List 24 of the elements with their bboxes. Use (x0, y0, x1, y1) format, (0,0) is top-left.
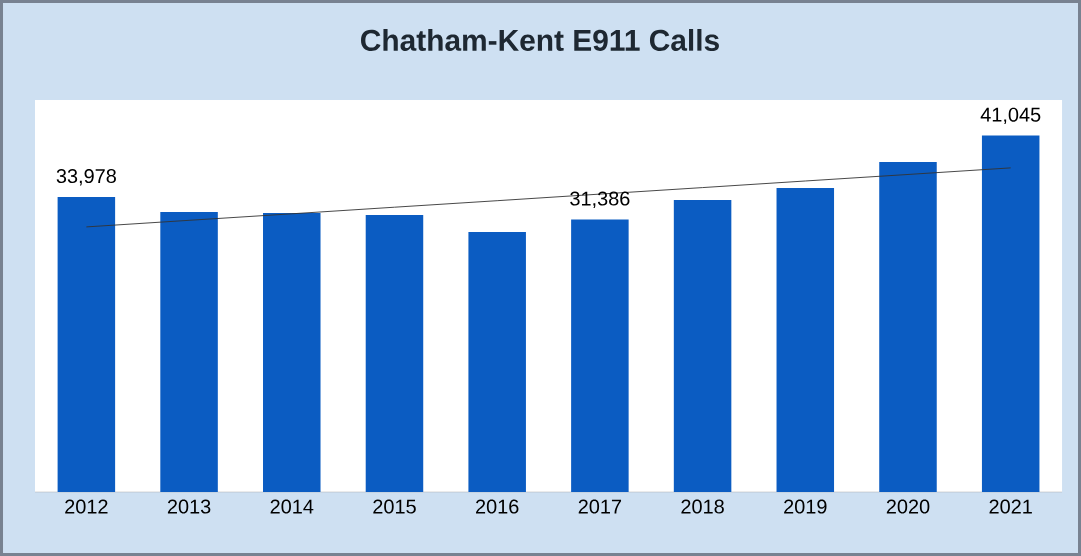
x-tick-label: 2019 (784, 499, 827, 514)
x-tick-label: 2013 (167, 499, 211, 514)
bar (468, 231, 526, 492)
chart-title: Chatham-Kent E911 Calls (361, 29, 719, 51)
data-label: 33,978 (56, 169, 116, 186)
x-tick-label: 2021 (989, 499, 1032, 514)
bar (879, 161, 937, 492)
bar (571, 219, 629, 492)
x-tick-label: 2012 (65, 499, 108, 514)
bar (365, 214, 424, 492)
bar (981, 135, 1040, 492)
x-tick-label: 2020 (886, 499, 930, 514)
bar (263, 212, 321, 492)
data-label: 41,045 (980, 107, 1041, 125)
x-tick-label: 2014 (270, 499, 314, 514)
bar (673, 199, 732, 492)
bar (57, 196, 116, 492)
x-tick-label: 2016 (476, 499, 519, 514)
x-tick-label: 2015 (373, 499, 416, 514)
x-tick-label: 2018 (681, 499, 724, 514)
bar (776, 187, 835, 492)
data-label: 31,386 (570, 191, 630, 208)
x-tick-label: 2017 (578, 499, 622, 514)
bar (160, 211, 218, 492)
